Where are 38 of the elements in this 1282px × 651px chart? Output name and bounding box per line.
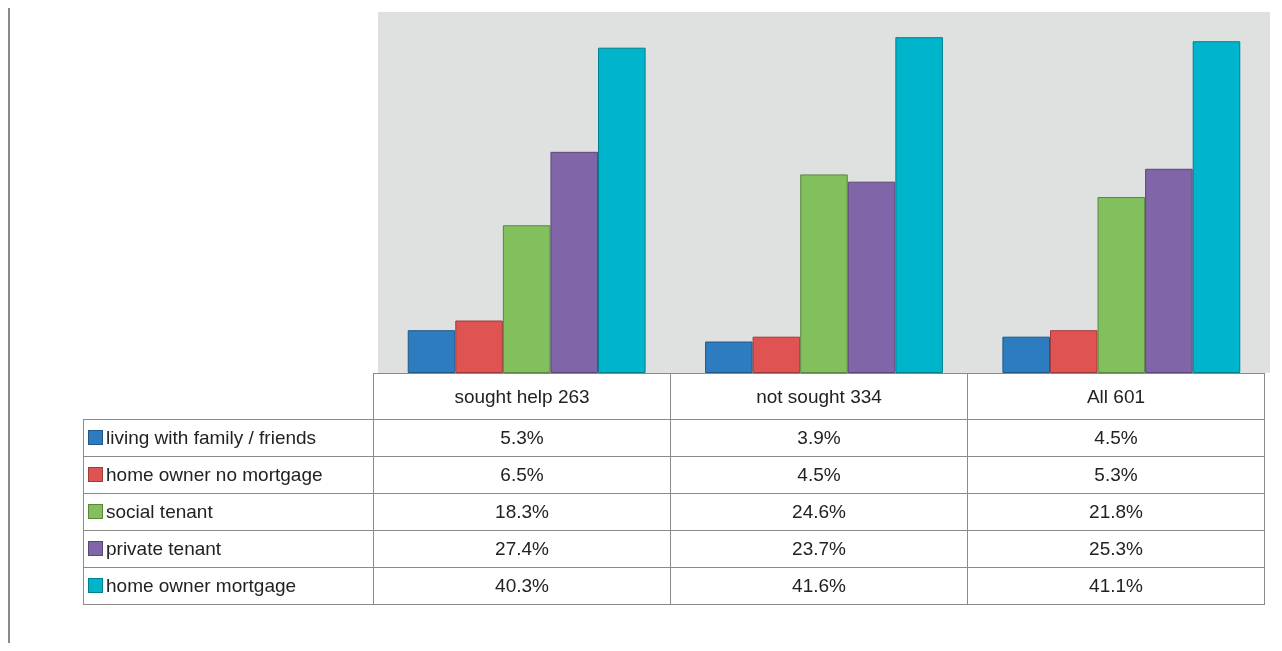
bar: [550, 151, 599, 373]
data-label: 5.3%: [967, 456, 1265, 494]
bar: [502, 225, 551, 373]
data-label: 41.1%: [967, 567, 1265, 605]
bar: [1002, 336, 1050, 373]
data-label: 23.7%: [670, 530, 968, 568]
data-label: 6.5%: [373, 456, 671, 494]
data-label: 40.3%: [373, 567, 671, 605]
bar: [847, 181, 896, 373]
bar: [1192, 41, 1241, 373]
bar: [895, 37, 943, 373]
data-label: 41.6%: [670, 567, 968, 605]
data-label: 24.6%: [670, 493, 968, 531]
legend-label: home owner mortgage: [83, 567, 374, 605]
bar: [1145, 168, 1193, 373]
data-label: 25.3%: [967, 530, 1265, 568]
data-label: 27.4%: [373, 530, 671, 568]
bar: [705, 341, 753, 373]
bar: [800, 174, 848, 373]
data-label: 18.3%: [373, 493, 671, 531]
legend-label: living with family / friends: [83, 419, 374, 457]
bar: [598, 47, 646, 373]
bar: [1049, 330, 1098, 373]
bar: [407, 330, 456, 373]
x-tick-label: sought help 263: [373, 373, 671, 420]
legend-label: private tenant: [83, 530, 374, 568]
legend-label: social tenant: [83, 493, 374, 531]
x-tick-label: not sought 334: [670, 373, 968, 420]
data-label: 21.8%: [967, 493, 1265, 531]
data-label: 4.5%: [967, 419, 1265, 457]
bar: [455, 320, 503, 373]
bar: [1097, 197, 1146, 373]
bar: [752, 336, 801, 373]
legend-label: home owner no mortgage: [83, 456, 374, 494]
data-label: 5.3%: [373, 419, 671, 457]
x-tick-label: All 601: [967, 373, 1265, 420]
data-label: 4.5%: [670, 456, 968, 494]
data-label: 3.9%: [670, 419, 968, 457]
